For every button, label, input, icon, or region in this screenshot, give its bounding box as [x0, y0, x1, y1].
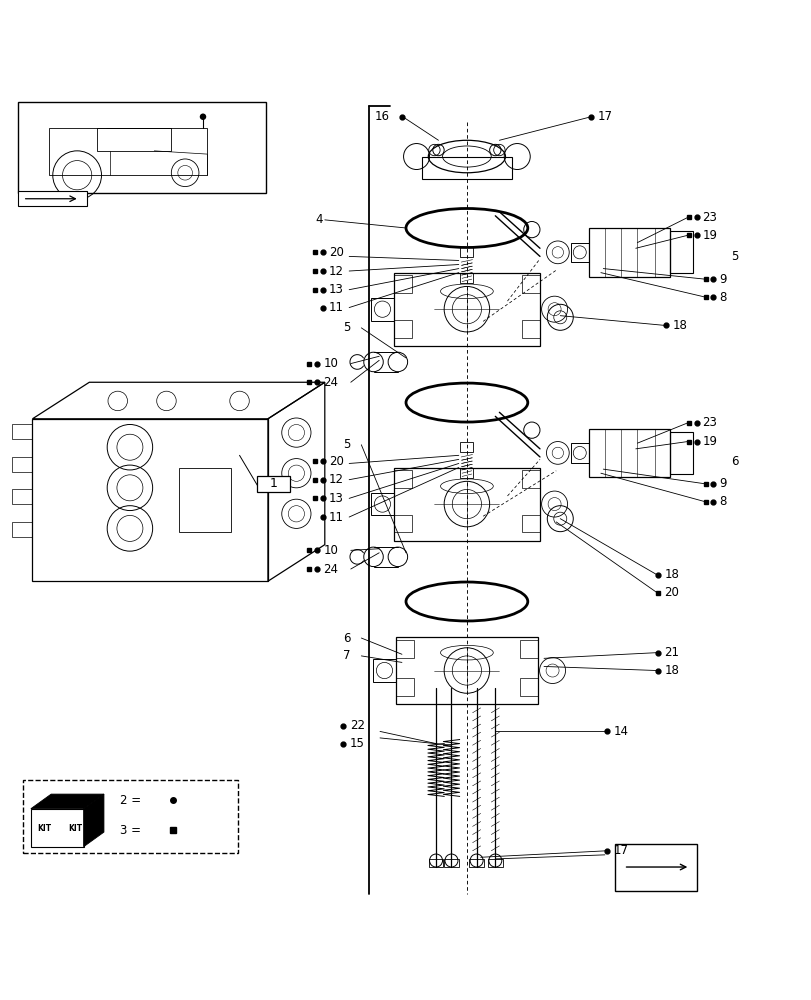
Text: 20: 20	[328, 246, 343, 259]
Bar	[570, 443, 588, 463]
Text: 11: 11	[328, 301, 343, 314]
Bar	[669, 432, 692, 474]
Text: 24: 24	[323, 563, 337, 576]
Text: 8: 8	[719, 291, 726, 304]
Bar	[12, 424, 32, 439]
Polygon shape	[31, 794, 104, 809]
Text: 23: 23	[702, 211, 716, 224]
Text: 17: 17	[613, 844, 628, 857]
Text: 24: 24	[323, 376, 337, 389]
Bar	[32, 419, 268, 581]
Text: 9: 9	[719, 477, 726, 490]
Text: 7: 7	[343, 649, 350, 662]
Bar	[570, 243, 588, 262]
Text: 18: 18	[663, 568, 678, 581]
Bar	[428, 859, 443, 867]
Bar	[12, 489, 32, 504]
Text: KIT: KIT	[68, 824, 83, 833]
Bar	[371, 493, 393, 515]
Bar	[12, 457, 32, 472]
Text: 6: 6	[730, 455, 737, 468]
Text: 5: 5	[343, 438, 350, 451]
Bar	[393, 468, 539, 541]
Text: 18: 18	[672, 319, 686, 332]
Bar	[615, 844, 696, 891]
Text: 13: 13	[328, 492, 343, 505]
FancyBboxPatch shape	[257, 476, 290, 492]
Text: KIT: KIT	[36, 824, 51, 833]
Bar	[393, 515, 411, 532]
Bar	[669, 231, 692, 273]
Bar	[395, 637, 537, 704]
Text: 12: 12	[328, 265, 343, 278]
Text: 4: 4	[315, 213, 323, 226]
Text: 6: 6	[343, 632, 350, 645]
Text: 18: 18	[663, 664, 678, 677]
Bar	[460, 442, 473, 452]
Text: 5: 5	[730, 250, 737, 263]
Bar	[422, 157, 511, 179]
Text: 12: 12	[328, 473, 343, 486]
Polygon shape	[84, 794, 104, 847]
Text: 23: 23	[702, 416, 716, 429]
Bar	[519, 640, 537, 658]
Bar	[521, 515, 539, 532]
Bar	[18, 102, 265, 193]
Text: 15: 15	[350, 737, 364, 750]
Bar	[12, 522, 32, 537]
Text: 20: 20	[328, 455, 343, 468]
Bar	[393, 275, 411, 293]
Bar	[23, 780, 238, 853]
Bar	[395, 678, 413, 696]
Bar	[49, 128, 207, 175]
Bar	[460, 468, 473, 478]
Bar	[469, 859, 483, 867]
Text: 10: 10	[323, 544, 337, 557]
Bar	[460, 247, 473, 257]
Bar	[444, 859, 458, 867]
Text: 5: 5	[343, 321, 350, 334]
Bar	[487, 859, 502, 867]
Text: 19: 19	[702, 229, 716, 242]
Bar	[393, 470, 411, 488]
Bar	[521, 275, 539, 293]
Text: 21: 21	[663, 646, 678, 659]
Bar	[393, 273, 539, 346]
Text: 22: 22	[350, 719, 364, 732]
Text: 16: 16	[375, 110, 389, 123]
Text: 11: 11	[328, 511, 343, 524]
Bar	[372, 659, 395, 682]
Bar	[519, 678, 537, 696]
Bar	[18, 191, 87, 206]
Bar	[371, 298, 393, 321]
Text: 20: 20	[663, 586, 678, 599]
Bar	[395, 640, 413, 658]
Text: 14: 14	[613, 725, 628, 738]
Bar	[178, 468, 231, 532]
Bar	[521, 470, 539, 488]
Text: 19: 19	[702, 435, 716, 448]
Bar	[97, 128, 170, 151]
Text: 17: 17	[597, 110, 611, 123]
Text: 9: 9	[719, 273, 726, 286]
Bar	[521, 320, 539, 338]
Text: 1: 1	[269, 477, 277, 490]
Bar	[460, 273, 473, 283]
Text: 13: 13	[328, 283, 343, 296]
Bar	[31, 809, 84, 847]
Text: 8: 8	[719, 495, 726, 508]
Bar	[588, 228, 669, 277]
Circle shape	[200, 113, 206, 120]
Bar	[588, 429, 669, 477]
Text: 3 =: 3 =	[120, 824, 141, 837]
Bar	[393, 320, 411, 338]
Text: 2 =: 2 =	[120, 794, 141, 807]
Text: 10: 10	[323, 357, 337, 370]
